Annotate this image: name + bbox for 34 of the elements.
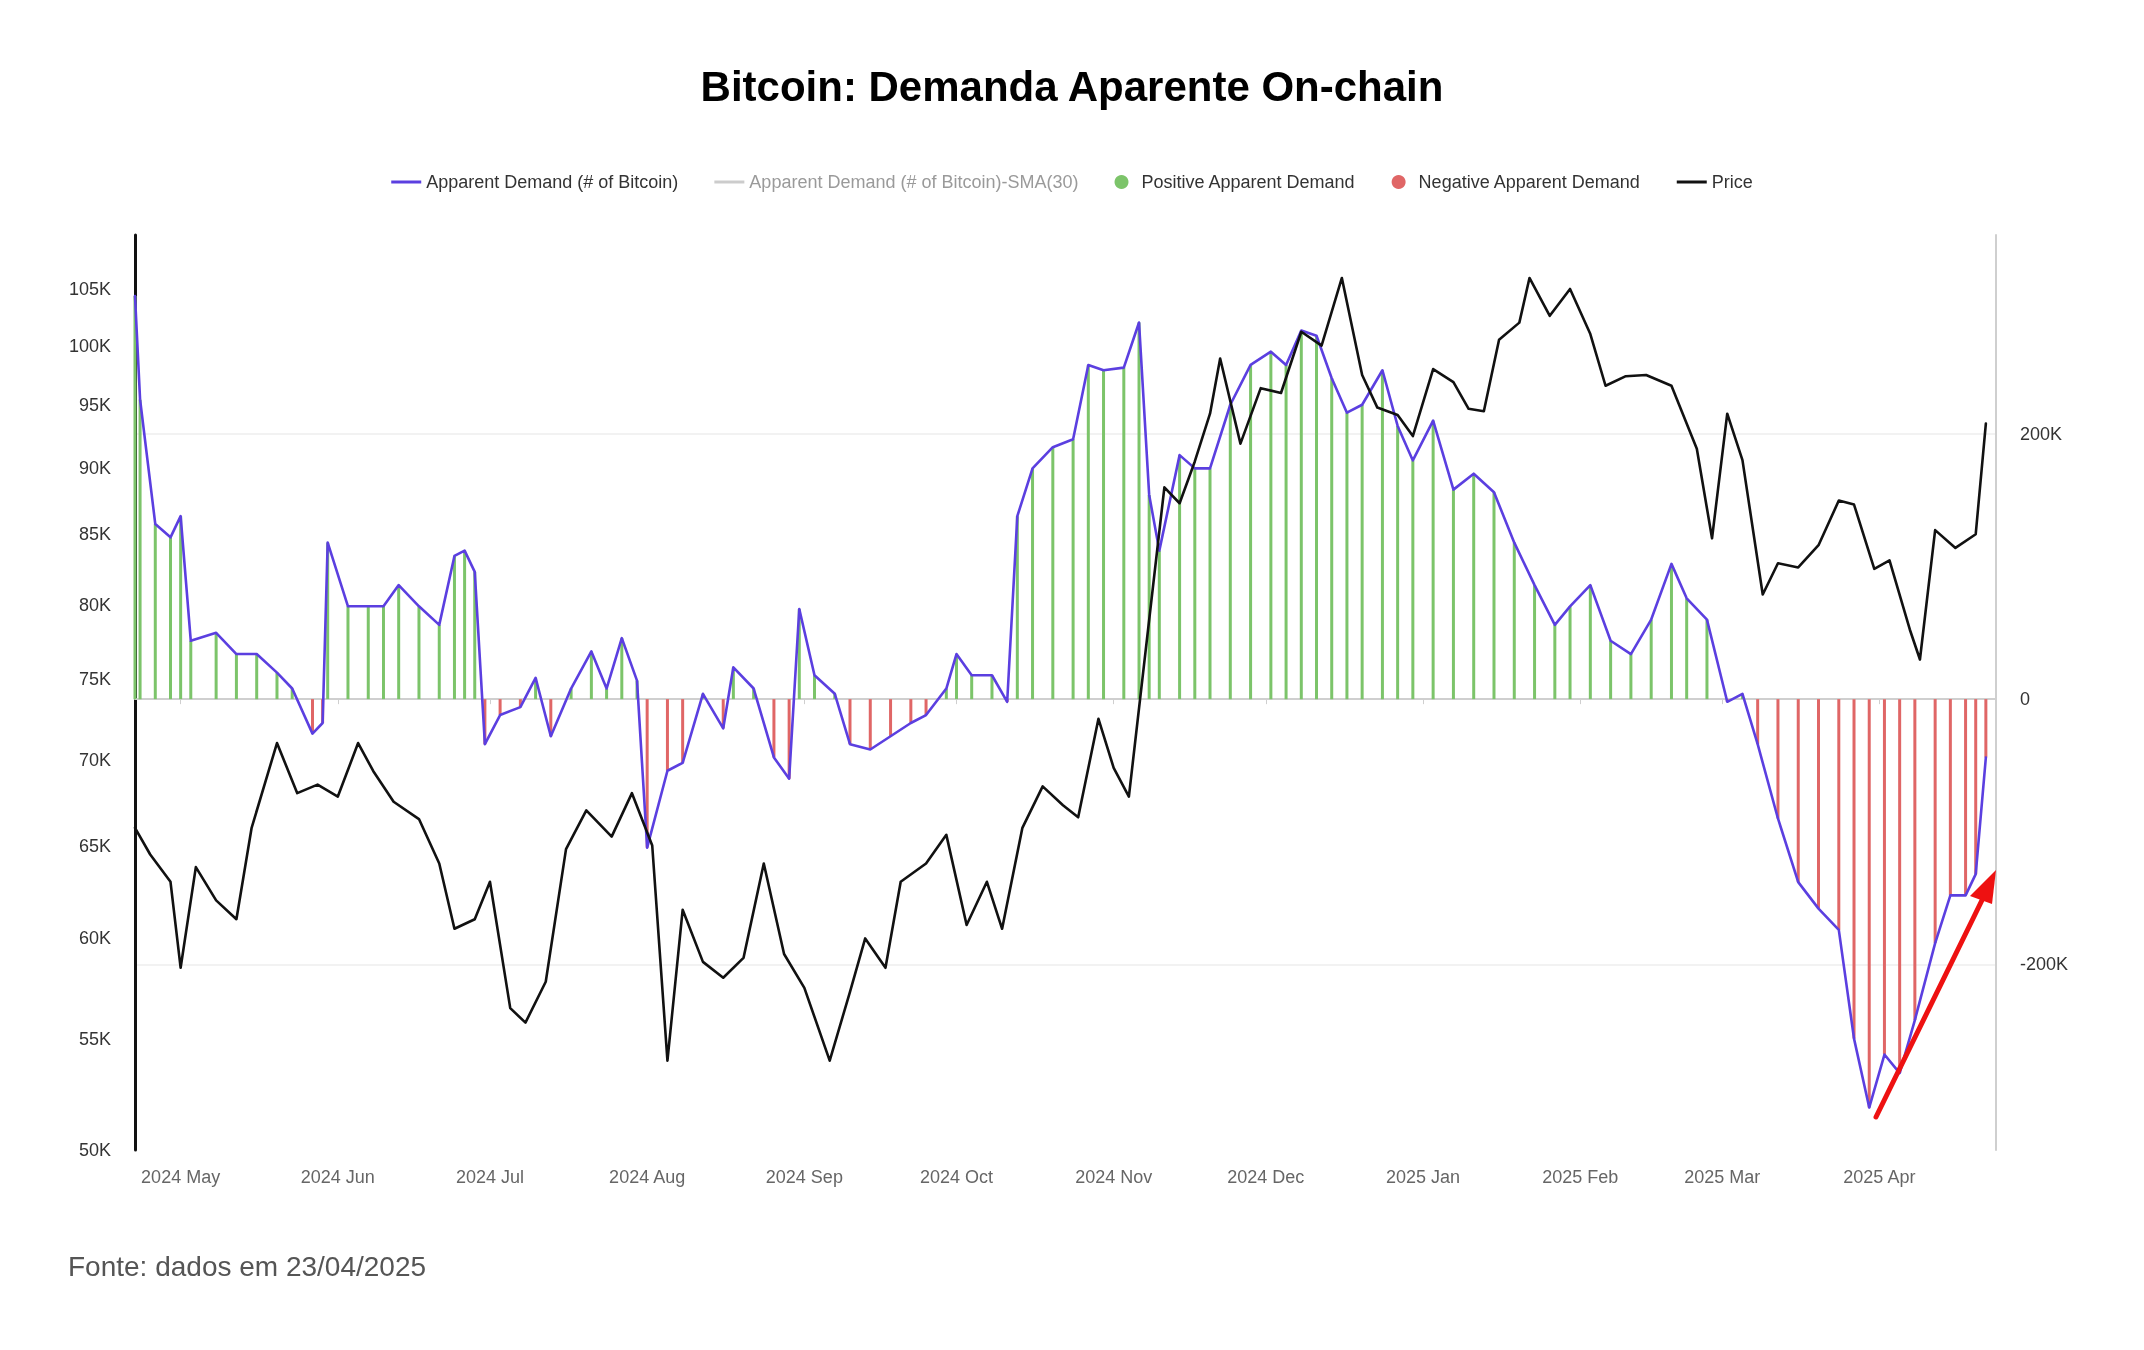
y-tick-label: 55K [78, 1029, 111, 1050]
y2-tick-label: -200K [2020, 954, 2069, 975]
chart-title: Bitcoin: Demanda Aparente On-chain [700, 62, 1444, 110]
x-tick-label: 2025 Apr [1843, 1167, 1916, 1187]
source-note: Fonte: dados em 23/04/2025 [68, 1250, 427, 1282]
legend-label: Negative Apparent Demand [1418, 172, 1640, 192]
y2-tick-label: 0 [2020, 689, 2031, 710]
legend-label: Apparent Demand (# of Bitcoin)-SMA(30) [749, 172, 1079, 192]
y-tick-label: 75K [78, 669, 111, 690]
x-tick-label: 2024 Dec [1227, 1167, 1305, 1187]
x-tick-label: 2025 Jan [1385, 1167, 1461, 1187]
x-tick-label: 2025 Feb [1542, 1167, 1619, 1187]
y-tick-label: 105K [68, 278, 111, 299]
x-tick-label: 2024 Sep [765, 1167, 843, 1187]
x-tick-label: 2024 Jul [455, 1167, 524, 1187]
x-tick-label: 2024 Aug [609, 1167, 686, 1187]
legend-label: Apparent Demand (# of Bitcoin) [426, 172, 679, 192]
y2-tick-label: 200K [2020, 423, 2063, 444]
x-tick-label: 2024 May [141, 1167, 221, 1187]
y-tick-label: 70K [78, 749, 111, 770]
y-tick-label: 90K [78, 457, 111, 478]
y-tick-label: 80K [78, 594, 111, 615]
legend-label: Positive Apparent Demand [1141, 172, 1355, 192]
y-tick-label: 60K [78, 928, 111, 949]
y-tick-label: 65K [78, 835, 111, 856]
y-tick-label: 85K [78, 524, 111, 545]
x-tick-label: 2024 Oct [919, 1167, 993, 1187]
x-tick-label: 2024 Nov [1075, 1167, 1153, 1187]
x-tick-label: 2024 Jun [300, 1167, 375, 1187]
legend-label: Price [1711, 172, 1753, 192]
x-tick-label: 2025 Mar [1684, 1167, 1761, 1187]
y-tick-label: 100K [68, 335, 111, 356]
y-tick-label: 95K [78, 395, 111, 416]
y-tick-label: 50K [78, 1140, 111, 1160]
